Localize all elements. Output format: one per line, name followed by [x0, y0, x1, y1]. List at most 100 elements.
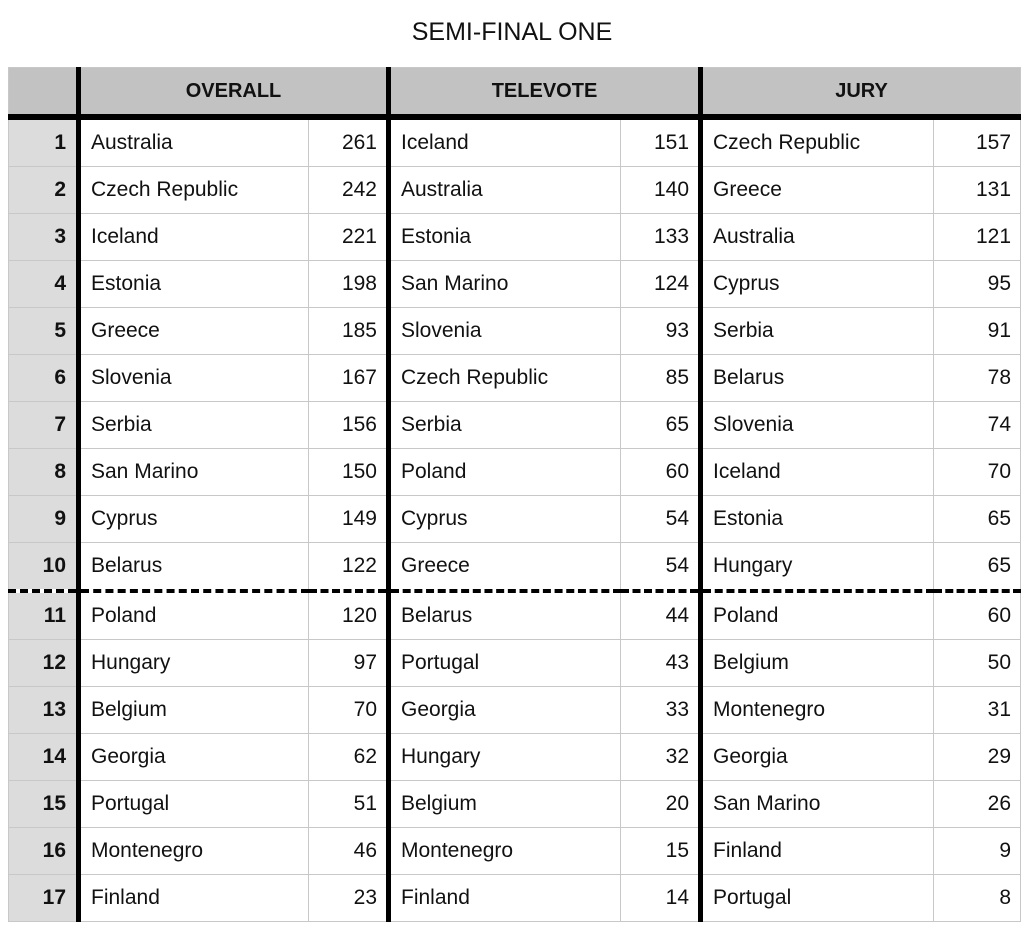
rank-cell: 8 — [8, 448, 79, 496]
overall-country: Serbia — [76, 401, 309, 449]
televote-country: Poland — [386, 448, 621, 496]
overall-points: 185 — [308, 307, 389, 355]
televote-country: Serbia — [386, 401, 621, 449]
overall-country: Greece — [76, 307, 309, 355]
overall-country: Poland — [76, 590, 309, 640]
rank-cell: 7 — [8, 401, 79, 449]
overall-points: 51 — [308, 780, 389, 828]
jury-points: 8 — [933, 874, 1022, 922]
overall-points: 62 — [308, 733, 389, 781]
jury-country: Cyprus — [698, 260, 935, 308]
table-row: 11 Poland 120 Belarus 44 Poland 60 — [8, 590, 1022, 640]
rank-cell: 12 — [8, 639, 79, 687]
rank-cell: 10 — [8, 542, 79, 593]
rank-cell: 13 — [8, 686, 79, 734]
televote-country: San Marino — [386, 260, 621, 308]
televote-points: 93 — [619, 307, 702, 355]
televote-country: Estonia — [386, 213, 621, 261]
overall-country: San Marino — [76, 448, 309, 496]
table-row: 13 Belgium 70 Georgia 33 Montenegro 31 — [8, 686, 1022, 734]
jury-points: 78 — [933, 354, 1022, 402]
jury-country: Belarus — [698, 354, 935, 402]
jury-country: Poland — [698, 590, 935, 640]
overall-country: Georgia — [76, 733, 309, 781]
televote-points: 14 — [619, 874, 702, 922]
rank-cell: 16 — [8, 827, 79, 875]
jury-points: 31 — [933, 686, 1022, 734]
overall-points: 167 — [308, 354, 389, 402]
televote-points: 15 — [619, 827, 702, 875]
overall-country: Slovenia — [76, 354, 309, 402]
televote-points: 54 — [619, 542, 702, 593]
rank-header — [8, 67, 79, 120]
rank-cell: 15 — [8, 780, 79, 828]
jury-points: 65 — [933, 542, 1022, 593]
overall-country: Montenegro — [76, 827, 309, 875]
jury-country: Estonia — [698, 495, 935, 543]
table-row: 2 Czech Republic 242 Australia 140 Greece 131 — [8, 166, 1022, 214]
overall-points: 70 — [308, 686, 389, 734]
jury-country: Montenegro — [698, 686, 935, 734]
rank-cell: 5 — [8, 307, 79, 355]
rank-cell: 1 — [8, 116, 79, 167]
televote-points: 124 — [619, 260, 702, 308]
jury-points: 74 — [933, 401, 1022, 449]
jury-country: Iceland — [698, 448, 935, 496]
televote-points: 151 — [619, 116, 702, 167]
televote-country: Cyprus — [386, 495, 621, 543]
results-table: OVERALL TELEVOTE JURY 1 Australia 261 Icela… — [8, 67, 1022, 922]
table-row: 10 Belarus 122 Greece 54 Hungary 65 — [8, 542, 1022, 593]
televote-points: 85 — [619, 354, 702, 402]
jury-points: 91 — [933, 307, 1022, 355]
jury-country: Australia — [698, 213, 935, 261]
table-row: 9 Cyprus 149 Cyprus 54 Estonia 65 — [8, 495, 1022, 543]
table-row: 17 Finland 23 Finland 14 Portugal 8 — [8, 874, 1022, 922]
jury-country: Finland — [698, 827, 935, 875]
table-row: 16 Montenegro 46 Montenegro 15 Finland 9 — [8, 827, 1022, 875]
rank-cell: 3 — [8, 213, 79, 261]
jury-points: 60 — [933, 590, 1022, 640]
overall-country: Australia — [76, 116, 309, 167]
table-row: 4 Estonia 198 San Marino 124 Cyprus 95 — [8, 260, 1022, 308]
televote-header: TELEVOTE — [385, 67, 702, 120]
rank-cell: 17 — [8, 874, 79, 922]
table-row: 5 Greece 185 Slovenia 93 Serbia 91 — [8, 307, 1022, 355]
jury-header: JURY — [698, 67, 1022, 120]
televote-points: 140 — [619, 166, 702, 214]
overall-points: 261 — [308, 116, 389, 167]
televote-country: Finland — [386, 874, 621, 922]
televote-points: 65 — [619, 401, 702, 449]
televote-country: Australia — [386, 166, 621, 214]
page-title: SEMI-FINAL ONE — [411, 18, 613, 46]
table-row: 14 Georgia 62 Hungary 32 Georgia 29 — [8, 733, 1022, 781]
rank-cell: 2 — [8, 166, 79, 214]
table-row: 3 Iceland 221 Estonia 133 Australia 121 — [8, 213, 1022, 261]
overall-country: Hungary — [76, 639, 309, 687]
table-row: 8 San Marino 150 Poland 60 Iceland 70 — [8, 448, 1022, 496]
jury-country: Belgium — [698, 639, 935, 687]
televote-country: Slovenia — [386, 307, 621, 355]
jury-country: Portugal — [698, 874, 935, 922]
televote-country: Czech Republic — [386, 354, 621, 402]
jury-points: 70 — [933, 448, 1022, 496]
overall-country: Czech Republic — [76, 166, 309, 214]
overall-points: 46 — [308, 827, 389, 875]
overall-country: Belarus — [76, 542, 309, 593]
televote-country: Portugal — [386, 639, 621, 687]
overall-points: 221 — [308, 213, 389, 261]
overall-points: 156 — [308, 401, 389, 449]
overall-country: Belgium — [76, 686, 309, 734]
header-row: OVERALL TELEVOTE JURY — [8, 67, 1022, 120]
jury-country: San Marino — [698, 780, 935, 828]
televote-country: Iceland — [386, 116, 621, 167]
overall-country: Estonia — [76, 260, 309, 308]
table-row: 6 Slovenia 167 Czech Republic 85 Belarus 78 — [8, 354, 1022, 402]
overall-points: 198 — [308, 260, 389, 308]
overall-country: Cyprus — [76, 495, 309, 543]
table-row: 1 Australia 261 Iceland 151 Czech Republic 157 — [8, 116, 1022, 167]
televote-points: 54 — [619, 495, 702, 543]
overall-points: 150 — [308, 448, 389, 496]
overall-country: Finland — [76, 874, 309, 922]
overall-points: 23 — [308, 874, 389, 922]
jury-country: Czech Republic — [698, 116, 935, 167]
